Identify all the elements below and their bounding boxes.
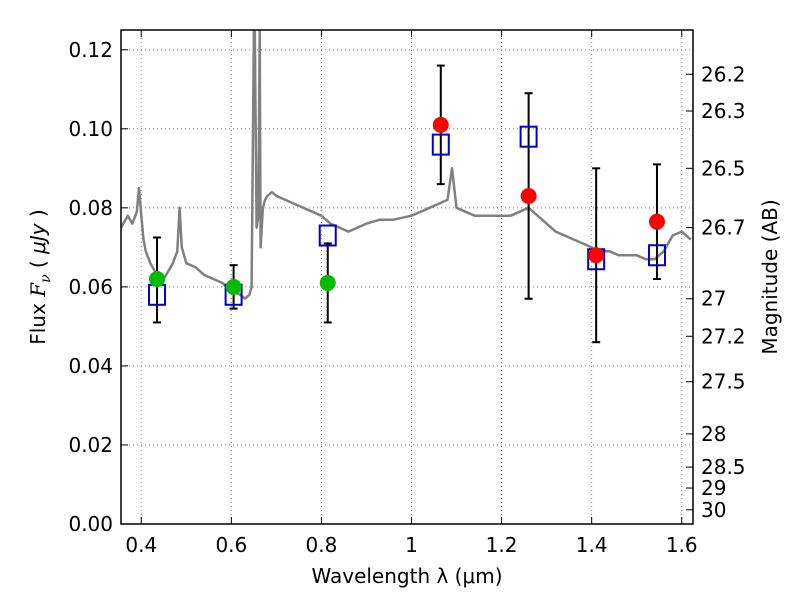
data-point-optical [225,278,242,295]
y-axis-title-symbol: F [26,282,50,298]
mag-tick-label: 28 [701,422,726,446]
y-tick-label: 0.02 [68,433,113,457]
mag-tick-label: 26.5 [701,156,746,180]
data-point-nir [648,213,665,230]
model-photometry-square [519,125,538,148]
mag-tick-label: 27 [701,287,726,311]
data-point-optical [149,270,166,287]
model-photometry-square [318,224,337,247]
x-tick-labels: 0.4 0.6 0.8 1 1.2 1.4 1.6 [125,533,697,557]
y-tick-label: 0.06 [68,275,113,299]
model-photometry-square [647,244,666,267]
x-tick-label: 0.6 [215,533,247,557]
mag-tick-label: 28.5 [701,455,746,479]
x-tick-label: 1.4 [576,533,608,557]
mag-tick-label: 26.7 [701,216,746,240]
plot-frame [120,29,694,525]
y-tick-label: 0.12 [68,38,113,62]
x-tick-label: 0.4 [125,533,157,557]
y-tick-label: 0.04 [68,354,113,378]
y-axis-title-prefix: Flux [26,297,50,345]
x-tick-label: 1.6 [666,533,698,557]
data-point-optical [319,274,336,291]
y-tick-label: 0.10 [68,117,113,141]
y-axis-title-subscript: ν [38,274,54,283]
x-tick-label: 0.8 [306,533,338,557]
mag-tick-label: 27.2 [701,324,746,348]
model-photometry-square [431,133,450,156]
mag-tick-label: 30 [701,498,726,522]
mag-tick-label: 29 [701,476,726,500]
y-axis-title-close: ) [26,209,50,223]
data-point-nir [520,187,537,204]
x-tick-label: 1 [405,533,418,557]
y-tick-labels: 0.00 0.02 0.04 0.06 0.08 0.10 0.12 [68,38,113,536]
y-tick-label: 0.08 [68,196,113,220]
data-point-nir [588,247,605,264]
x-axis-title: Wavelength λ (μm) [311,564,502,588]
axis-ticks [121,30,693,525]
y-tick-label: 0.00 [68,512,113,536]
observed-points [149,116,665,295]
y-axis-title-open: ( [26,254,50,275]
mag-tick-label: 27.5 [701,370,746,394]
y2-axis-title: Magnitude (AB) [758,199,782,354]
data-point-nir [432,116,449,133]
x-tick-label: 1.2 [486,533,518,557]
y-axis-title-unit: μJy [26,222,50,255]
model-spectrum-line [121,30,692,300]
y-axis-title: Flux Fν ( μJy ) [26,209,54,345]
mag-tick-label: 26.3 [701,99,746,123]
mag-tick-label: 26.2 [701,62,746,86]
